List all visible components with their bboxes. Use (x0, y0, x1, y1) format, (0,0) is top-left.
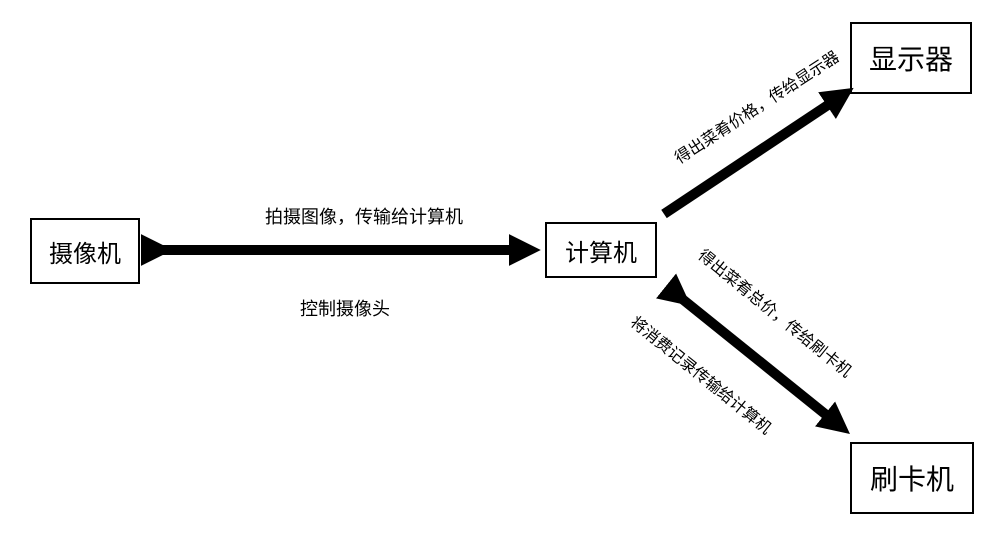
label-comp-to-display: 得出菜肴价格，传给显示器 (669, 44, 843, 169)
node-computer: 计算机 (545, 222, 657, 278)
node-display: 显示器 (850, 22, 972, 94)
label-comp-to-cam-down: 控制摄像头 (300, 295, 390, 321)
node-camera: 摄像机 (30, 218, 140, 284)
node-camera-label: 摄像机 (49, 234, 121, 269)
label-cam-to-comp-up: 拍摄图像，传输给计算机 (265, 203, 463, 229)
node-display-label: 显示器 (869, 38, 953, 78)
node-cardreader: 刷卡机 (850, 442, 974, 514)
label-card-to-comp-bottom: 将消费记录传输给计算机 (626, 309, 778, 438)
node-cardreader-label: 刷卡机 (870, 458, 954, 498)
label-comp-to-card-top: 得出菜肴总价，传给刷卡机 (694, 242, 858, 381)
node-computer-label: 计算机 (565, 233, 637, 268)
